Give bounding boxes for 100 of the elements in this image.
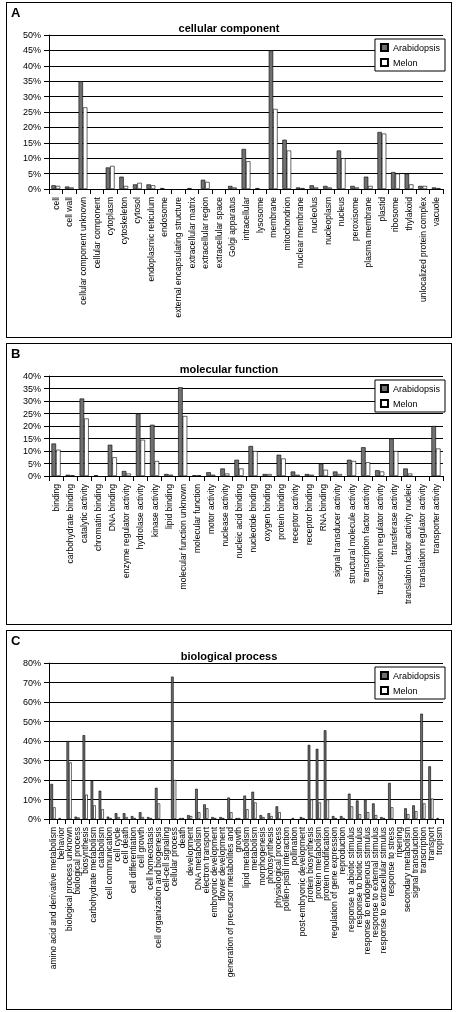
x-tick-label: receptor activity [290,483,301,544]
y-tick-label: 10% [22,153,41,164]
x-tick-label: cell wall [64,196,75,227]
x-tick-label: growth [232,826,243,853]
y-tick-label: 25% [22,107,41,117]
y-tick-label: 30% [22,91,41,102]
bar [122,813,126,819]
x-tick-label: external encapsulating structure [173,196,184,318]
x-tick-label: photosynthesis [265,827,276,884]
y-tick-label: 70% [22,677,41,688]
y-tick-label: 40% [22,371,41,381]
y-tick-label: 35% [22,76,41,87]
text: B [11,346,21,361]
y-tick-label: 50% [22,30,41,40]
x-tick-label: cytoplasm [105,197,116,236]
y-tick-label: 25% [22,408,41,419]
bar [418,185,423,189]
x-tick-label: response to stress [385,827,396,897]
legend-label: Arabidopsis [392,383,441,394]
y-tick-label: 5% [27,168,41,179]
x-tick-label: biological process [72,827,83,895]
bar [332,471,338,476]
x-tick-label: motor activity [205,483,216,535]
x-tick-label: peroxisome [349,196,360,241]
bar [412,805,415,819]
x-tick-label: endoplasmic reticulum [145,197,156,282]
x-tick-label: cytosol [132,196,143,224]
x-tick-label: transferase activity [388,483,399,555]
bar [372,803,375,819]
x-tick-label: membrane [268,196,279,238]
x-tick-label: protein biosynthesis [305,827,316,903]
x-tick-label: plasma membrane [363,196,374,268]
x-tick-label: cellular component [91,196,102,269]
x-tick-label: ripening [393,826,404,858]
x-tick-label: catabolism [96,827,107,868]
text: C [11,633,21,648]
x-tick-label: signal transducer activity [332,483,343,578]
x-tick-label: lipid binding [163,483,174,529]
y-tick-label: 40% [22,60,41,71]
x-tick-label: plastid [376,196,387,222]
x-tick-label: mitochondrion [281,196,292,251]
x-tick-label: structural molecule activity [346,483,357,584]
x-tick-label: cell differentiation [128,826,139,893]
x-tick-label: transporter activity [430,483,441,554]
y-tick-label: 0% [27,814,41,824]
bar [323,185,328,189]
x-tick-label: transcription regulator activity [374,483,385,595]
bar [205,808,209,819]
bar [150,185,156,189]
bar [114,813,118,819]
y-tick-label: 40% [22,736,41,746]
x-tick-label: DNA binding [107,483,118,532]
bar [228,185,233,189]
x-tick-label: carbohydrate binding [65,483,76,564]
bar [422,185,428,189]
y-tick-label: 80% [22,658,41,668]
y-tick-label: 20% [22,421,41,431]
x-tick-label: molecular function [191,483,202,553]
y-tick-label: 30% [22,755,41,766]
bar [350,185,355,189]
text: A [11,5,21,20]
x-tick-label: cellular component unknown [77,196,88,305]
bar [119,176,124,189]
x-tick-label: pollination [289,826,300,866]
bar [200,179,206,189]
x-tick-label: unlocalized protein complex [417,196,428,302]
x-tick-label: translation factor activity nucleic [402,483,413,604]
bar [132,184,138,189]
x-tick-label: translation regulator activity [416,483,427,588]
x-tick-label: Golgi apparatus [227,197,238,258]
x-tick-label: lipid metabolism [241,827,251,888]
x-tick-label: thylakoid [404,196,415,231]
legend-label: Melon [392,685,418,696]
x-tick-label: cell [50,196,61,210]
x-tick-label: enzyme regulator activity [121,483,132,579]
x-tick-label: binding [51,483,62,512]
x-tick-label: biosynthesis [80,827,91,874]
y-tick-label: 50% [22,716,41,727]
bar [379,471,385,476]
y-tick-label: 45% [22,45,41,56]
y-tick-label: 15% [22,137,41,148]
y-tick-label: 10% [22,794,41,805]
x-tick-label: vacuole [431,196,442,227]
x-tick-label: extracellular region [200,196,211,269]
x-tick-label: nucleic acid binding [233,483,244,559]
x-tick-label: cytoskeleton [118,196,129,245]
y-tick-label: 20% [22,122,41,133]
x-tick-label: protein modification [321,826,332,901]
x-tick-label: behavior [56,826,67,860]
x-tick-label: amino acid and derivative metabolism [48,827,59,970]
x-tick-label: extracellular matrix [186,196,197,269]
bar [55,185,61,189]
y-tick-label: 0% [27,184,41,194]
x-tick-label: transcription [417,826,428,874]
chart-title: cellular component [178,21,280,34]
bar [121,471,127,476]
x-tick-label: electron transport [200,826,211,894]
bar [137,182,142,189]
y-tick-label: 30% [22,396,41,406]
x-tick-label: transcription factor activity [360,483,371,583]
